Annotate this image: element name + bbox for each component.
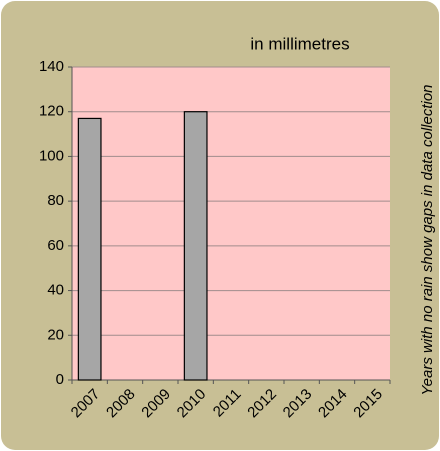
plot-area bbox=[72, 67, 390, 380]
y-tick-label: 0 bbox=[56, 371, 64, 388]
y-tick-label: 20 bbox=[47, 326, 64, 343]
bar bbox=[183, 111, 208, 381]
y-tick-label: 140 bbox=[39, 58, 64, 75]
y-tick-label: 120 bbox=[39, 103, 64, 120]
y-tick-label: 100 bbox=[39, 147, 64, 164]
side-note: Years with no rain show gaps in data col… bbox=[419, 84, 436, 395]
y-tick-label: 60 bbox=[47, 237, 64, 254]
bar bbox=[77, 117, 102, 381]
y-tick-label: 40 bbox=[47, 282, 64, 299]
chart-title: in millimetres bbox=[250, 34, 349, 53]
y-tick-label: 80 bbox=[47, 192, 64, 209]
